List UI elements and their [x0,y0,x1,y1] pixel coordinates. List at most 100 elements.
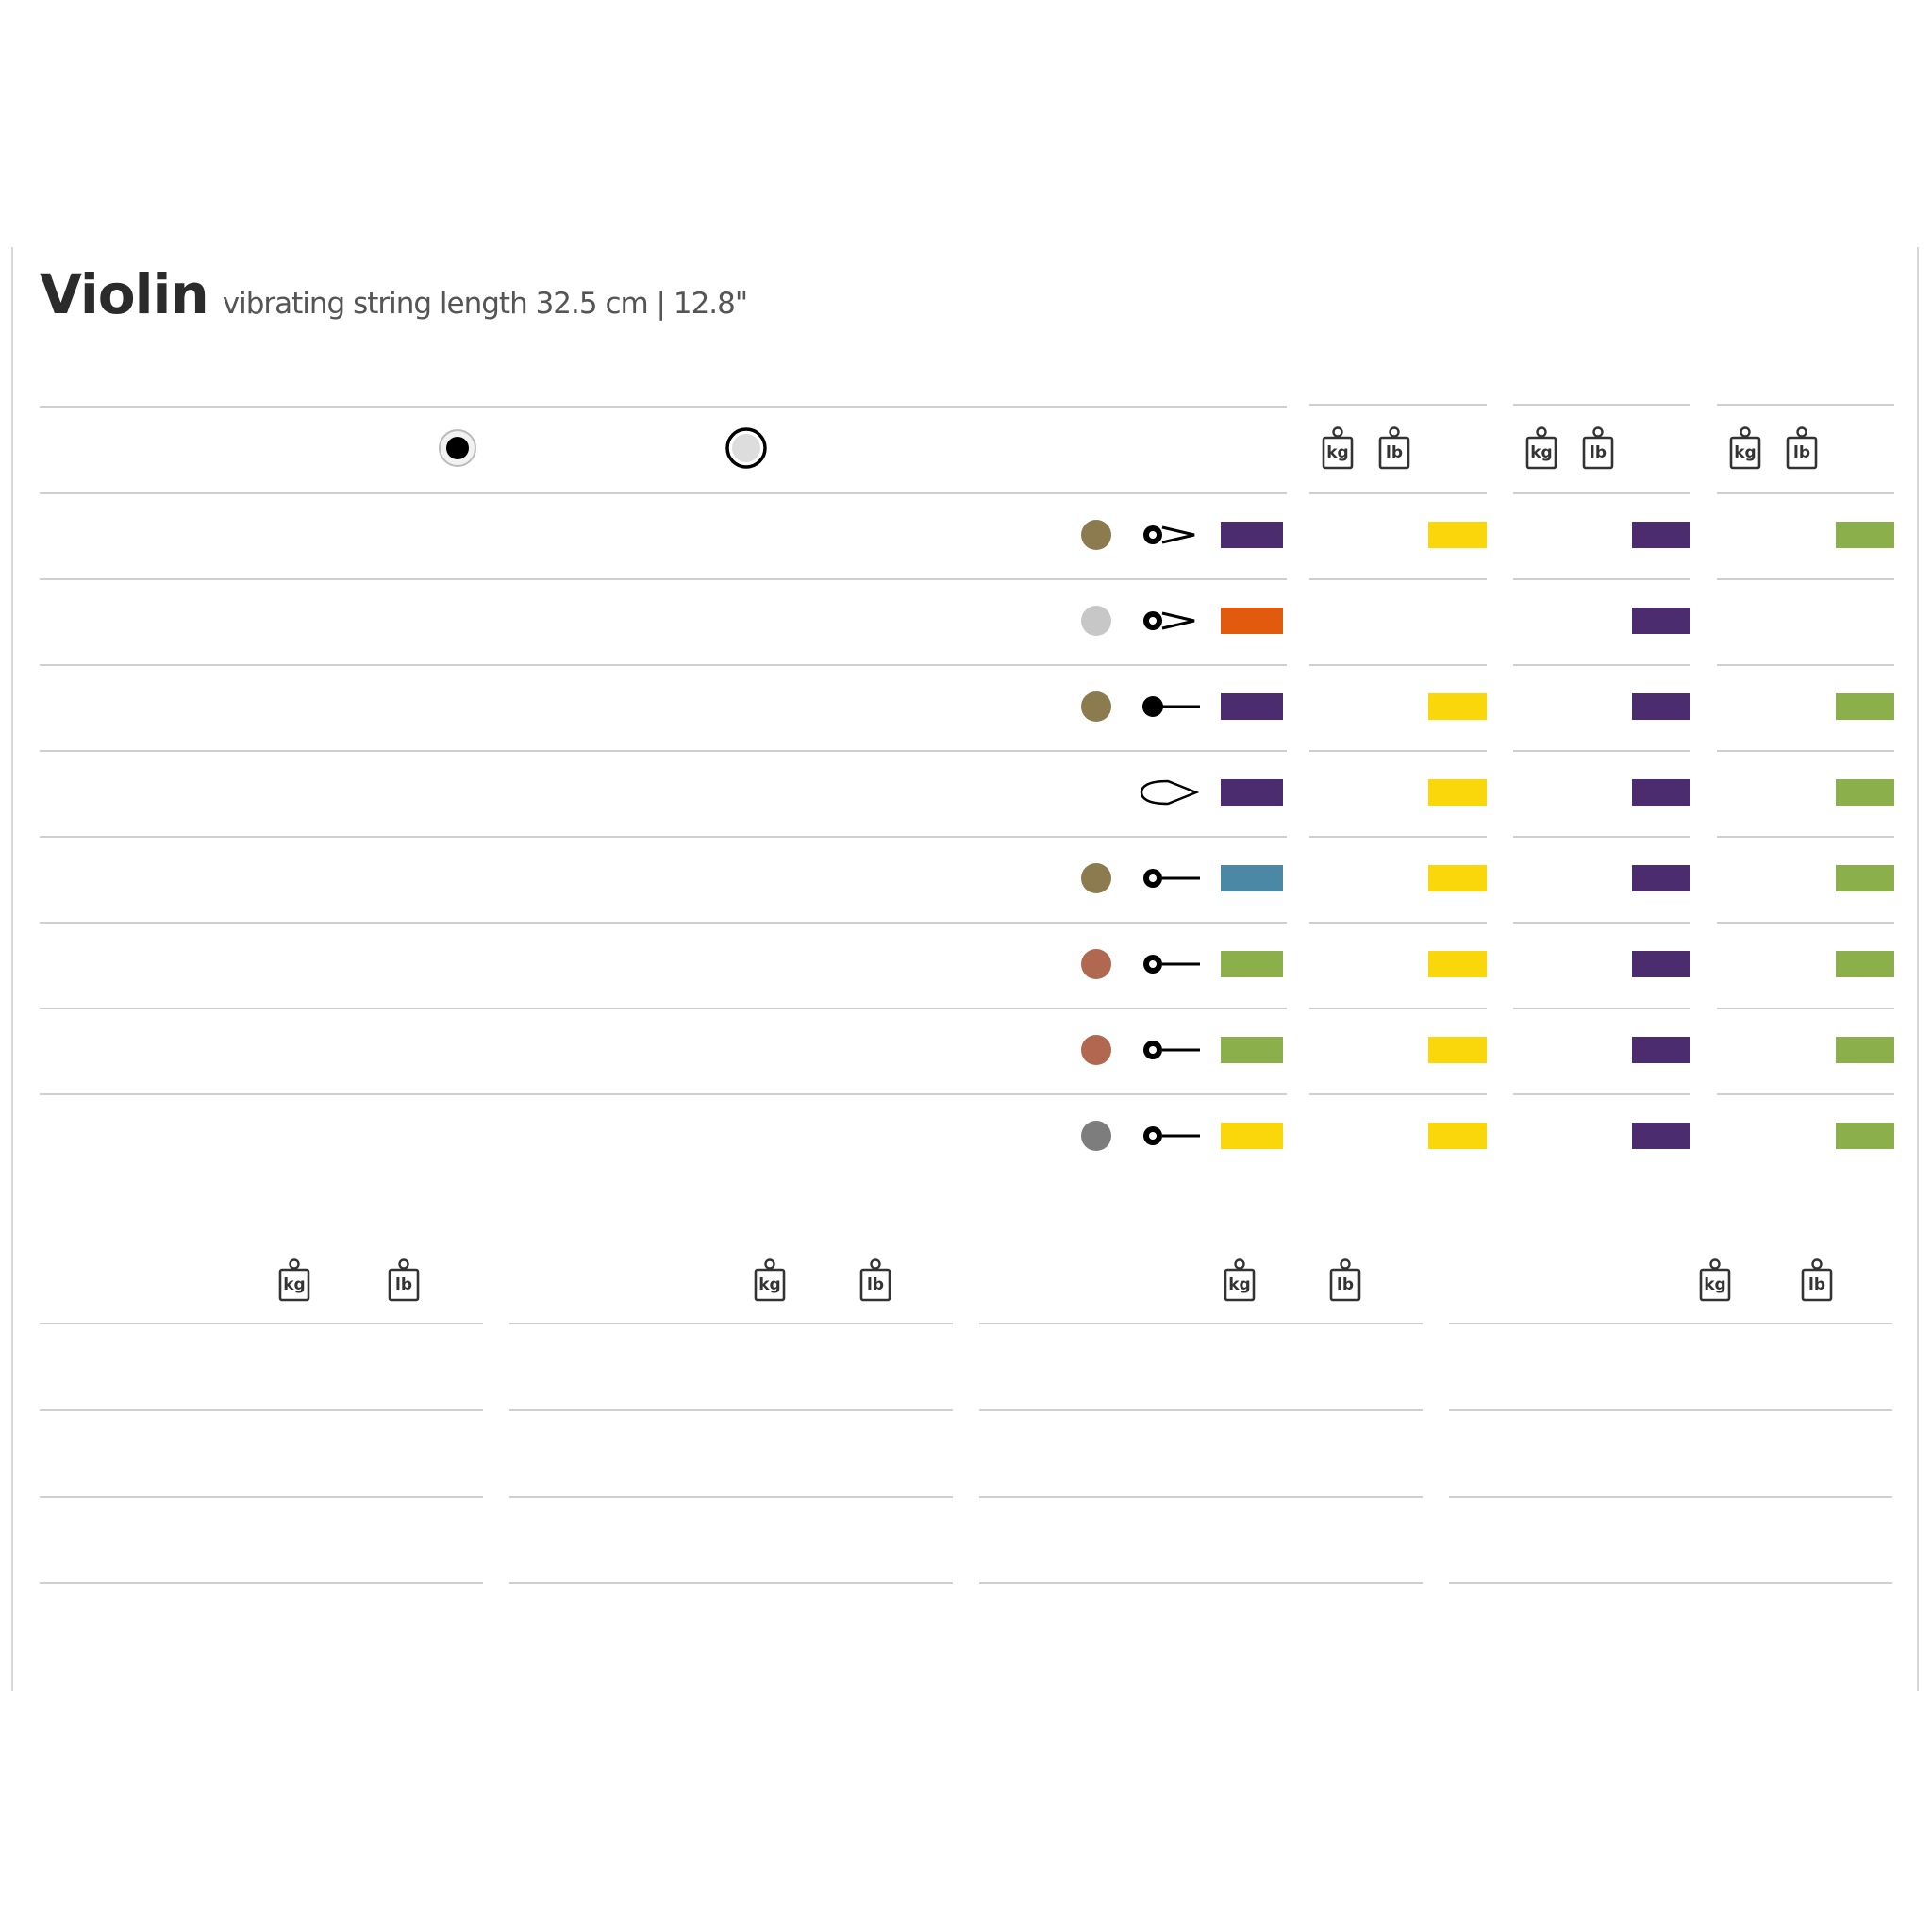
row-rule-light [1309,664,1487,666]
title-main: Violin [40,262,209,326]
string-end-icon-ball [1140,1119,1202,1153]
kg-weight-label: kg [1326,443,1349,462]
kg-weight-label: kg [1530,443,1553,462]
row-rule-light [1309,922,1487,924]
string-color-dot [1081,949,1111,979]
peg-end-color-bar-heavy [1836,1037,1894,1063]
group-header-rule-medium [1513,404,1690,406]
kg-weight-label: kg [1228,1275,1251,1294]
set-rule [40,1582,483,1584]
string-color-dot [1081,520,1111,550]
row-rule [40,750,1287,752]
string-end-icon-loop [1140,775,1202,809]
lb-weight-label: lb [1386,443,1403,462]
row-rule-medium [1513,836,1690,838]
set-rule [509,1409,953,1411]
set-rule [979,1582,1423,1584]
kg-weight-label: kg [758,1275,781,1294]
set-rule [40,1323,483,1324]
peg-end-color-bar-medium [1632,522,1690,548]
set-rule [509,1582,953,1584]
string-color-dot [1081,1121,1111,1151]
string-color-dot [1081,863,1111,893]
row-rule-medium [1513,1093,1690,1095]
set-rule [509,1496,953,1498]
row-rule-light [1309,1008,1487,1009]
set-rule [40,1496,483,1498]
peg-end-color-bar-heavy [1836,865,1894,891]
peg-end-color-bar-medium [1632,779,1690,806]
string-end-icon-ball [1140,947,1202,981]
row-rule [40,922,1287,924]
page-title: Violin vibrating string length 32.5 cm |… [40,262,748,326]
tailpiece-color-bar [1221,522,1283,548]
kg-weight-icon: kg [1698,1258,1732,1302]
row-rule-heavy [1717,750,1894,752]
tailpiece-color-bar [1221,1037,1283,1063]
peg-end-color-bar-medium [1632,1123,1690,1149]
string-end-icon-ball-loop [1140,518,1202,552]
winding-material-icon [724,426,768,470]
lb-weight-label: lb [1337,1275,1354,1294]
set-rule [509,1323,953,1324]
header-bottom-rule-light [1309,492,1487,494]
row-rule-light [1309,1093,1487,1095]
row-rule-heavy [1717,664,1894,666]
peg-end-color-bar-heavy [1836,693,1894,720]
kg-weight-label: kg [1704,1275,1726,1294]
lb-weight-label: lb [1808,1275,1825,1294]
lb-weight-icon: lb [1581,426,1615,470]
group-header-rule-heavy [1717,404,1894,406]
string-end-icon-ball [1140,1033,1202,1067]
core-material-icon [438,428,477,468]
row-rule [40,664,1287,666]
kg-weight-icon: kg [277,1258,311,1302]
header-bottom-rule [40,492,1287,494]
tailpiece-color-bar [1221,608,1283,634]
peg-end-color-bar-medium [1632,951,1690,977]
kg-weight-label: kg [1734,443,1757,462]
peg-end-color-bar-heavy [1836,1123,1894,1149]
lb-weight-icon: lb [1377,426,1411,470]
row-rule-heavy [1717,836,1894,838]
set-rule [1449,1323,1892,1324]
peg-end-color-bar-heavy [1836,522,1894,548]
peg-end-color-bar-light [1428,779,1487,806]
lb-weight-icon: lb [1785,426,1819,470]
string-color-dot [1081,1035,1111,1065]
string-color-dot [1081,606,1111,636]
row-rule-heavy [1717,1008,1894,1009]
row-rule-light [1309,578,1487,580]
peg-end-color-bar-light [1428,865,1487,891]
row-rule-heavy [1717,578,1894,580]
lb-weight-label: lb [395,1275,412,1294]
peg-end-color-bar-heavy [1836,779,1894,806]
tailpiece-color-bar [1221,865,1283,891]
kg-weight-icon: kg [1524,426,1558,470]
lb-weight-label: lb [867,1275,884,1294]
lb-weight-icon: lb [387,1258,421,1302]
string-color-dot [1081,691,1111,722]
peg-end-color-bar-light [1428,522,1487,548]
tailpiece-color-bar [1221,951,1283,977]
set-rule [979,1496,1423,1498]
row-rule-medium [1513,922,1690,924]
peg-end-color-bar-heavy [1836,951,1894,977]
kg-weight-icon: kg [1728,426,1762,470]
kg-weight-label: kg [283,1275,306,1294]
set-rule [979,1323,1423,1324]
string-end-icon-ball-loop [1140,604,1202,638]
row-rule [40,1093,1287,1095]
string-end-icon-solid-ball [1140,690,1202,724]
right-border [1917,247,1919,1690]
peg-end-color-bar-light [1428,693,1487,720]
lb-weight-label: lb [1590,443,1607,462]
lb-weight-icon: lb [1328,1258,1362,1302]
peg-end-color-bar-light [1428,1123,1487,1149]
row-rule-light [1309,750,1487,752]
title-subtitle: vibrating string length 32.5 cm | 12.8" [222,287,748,321]
lb-weight-icon: lb [1800,1258,1834,1302]
kg-weight-icon: kg [1321,426,1355,470]
kg-weight-icon: kg [753,1258,787,1302]
row-rule-heavy [1717,1093,1894,1095]
